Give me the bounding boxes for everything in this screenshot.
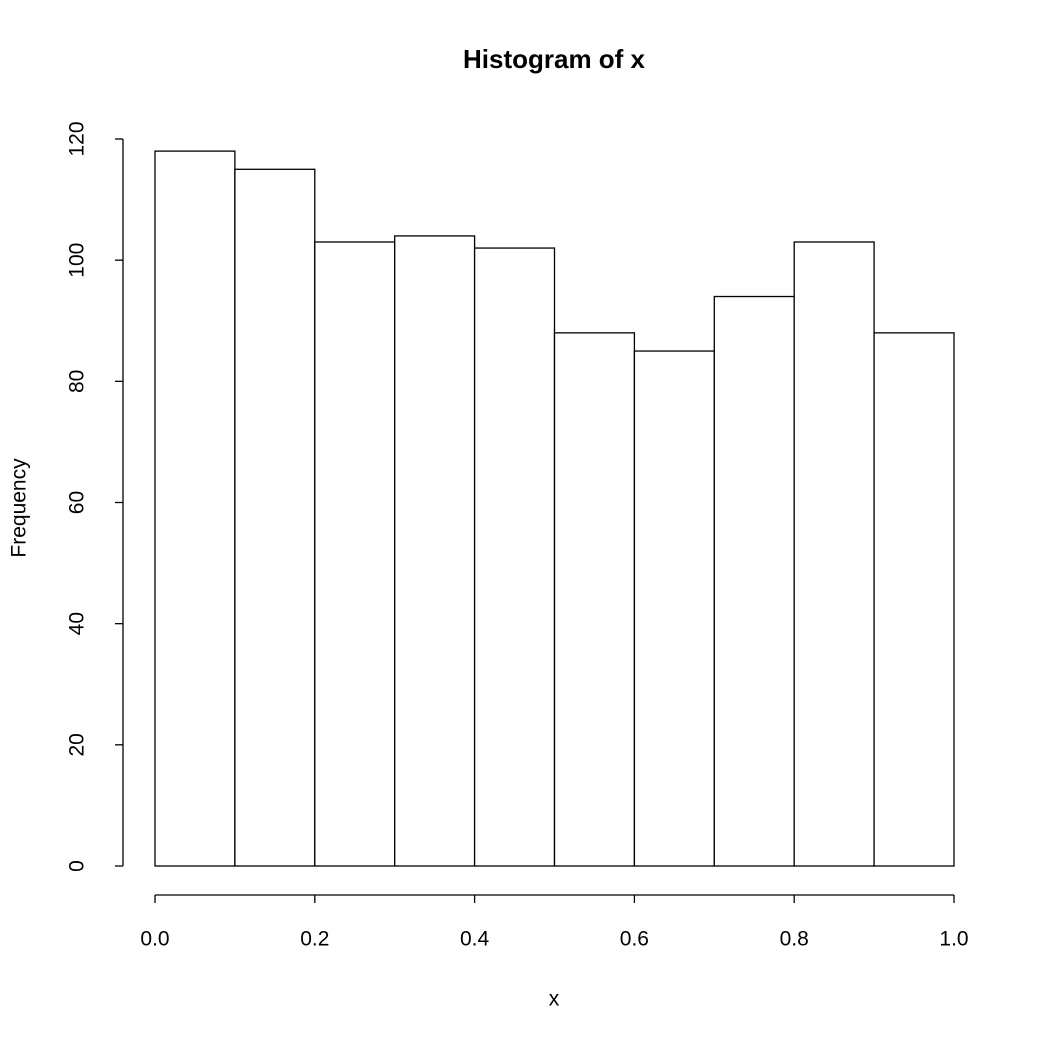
x-tick-label: 0.2 [300,928,329,951]
y-tick-label: 40 [66,612,89,635]
x-tick-label: 0.8 [780,928,809,951]
bar [154,150,236,867]
y-tick-label: 0 [66,860,89,872]
bar [713,295,795,867]
bar [314,241,396,867]
chart-title: Histogram of x [463,44,646,74]
y-tick-label: 100 [66,243,89,278]
x-tick-label: 0.4 [460,928,490,951]
x-tick-label: 0.0 [140,928,169,951]
bar [873,332,955,867]
bar [633,350,715,867]
y-tick-label: 60 [66,491,89,514]
y-tick-label: 20 [66,733,89,756]
y-tick-label: 120 [66,121,89,156]
x-tick-label: 0.6 [620,928,649,951]
x-axis-label: x [549,988,560,1011]
y-tick-label: 80 [66,370,89,393]
bar [234,168,316,867]
bar [553,332,636,867]
x-tick-label: 1.0 [939,928,968,951]
bar [793,241,875,867]
bar [473,247,556,867]
bar [394,235,476,867]
y-axis-label: Frequency [8,458,31,558]
